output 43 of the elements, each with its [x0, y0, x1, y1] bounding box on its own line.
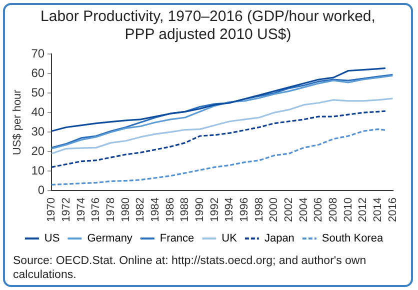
- y-axis-title: US$ per hour: [12, 89, 24, 156]
- y-tick-label: 10: [31, 163, 45, 178]
- source-note: Source: OECD.Stat. Online at: http://stats.oecd.org; and author's own calculations.: [13, 254, 368, 282]
- x-tick-label: 1978: [104, 198, 117, 222]
- x-tick-label: 2012: [357, 198, 370, 222]
- x-tick-label: 1992: [208, 198, 221, 222]
- x-tick-label: 2004: [298, 198, 310, 222]
- x-tick-label: 1990: [194, 198, 206, 222]
- x-tick-label: 1988: [179, 198, 192, 222]
- x-tick-label: 2016: [386, 198, 399, 222]
- line-series: [52, 128, 386, 186]
- legend-label: Germany: [87, 232, 133, 245]
- x-tick-label: 1972: [60, 198, 72, 222]
- x-tick-label: 1998: [253, 198, 266, 222]
- y-tick-label: 30: [31, 124, 45, 138]
- chart-title: Labor Productivity, 1970–2016 (GDP/hour worked, PPP adjusted 2010 US$): [40, 8, 376, 44]
- x-tick-label: 1994: [224, 198, 236, 222]
- legend-label: US: [44, 232, 60, 245]
- y-tick-label: 60: [31, 66, 45, 80]
- x-tick-label: 2010: [342, 198, 354, 222]
- x-tick-label: 1984: [149, 198, 162, 222]
- x-tick-label: 1976: [90, 198, 102, 222]
- y-tick-label: 0: [38, 182, 45, 197]
- y-tick-label: 20: [31, 144, 45, 158]
- x-tick-label: 2014: [372, 198, 384, 222]
- x-tick-label: 1986: [164, 198, 176, 222]
- legend-label: France: [160, 232, 194, 245]
- legend-label: Japan: [264, 232, 294, 245]
- y-tick-label: 40: [31, 104, 45, 119]
- x-tick-label: 2000: [268, 198, 280, 222]
- x-tick-label: 1982: [134, 198, 147, 222]
- x-tick-label: 1970: [46, 198, 58, 222]
- x-tick-label: 1996: [238, 198, 250, 222]
- y-tick-label: 70: [31, 46, 45, 61]
- x-tick-label: 1980: [120, 198, 132, 222]
- legend-label: UK: [222, 232, 238, 245]
- legend-label: South Korea: [322, 232, 384, 245]
- x-tick-label: 2008: [327, 198, 340, 222]
- line-series: [52, 110, 386, 168]
- x-tick-label: 2002: [282, 198, 295, 222]
- x-tick-label: 2006: [312, 198, 325, 222]
- y-tick-label: 50: [31, 85, 45, 100]
- x-tick-label: 1974: [75, 198, 88, 222]
